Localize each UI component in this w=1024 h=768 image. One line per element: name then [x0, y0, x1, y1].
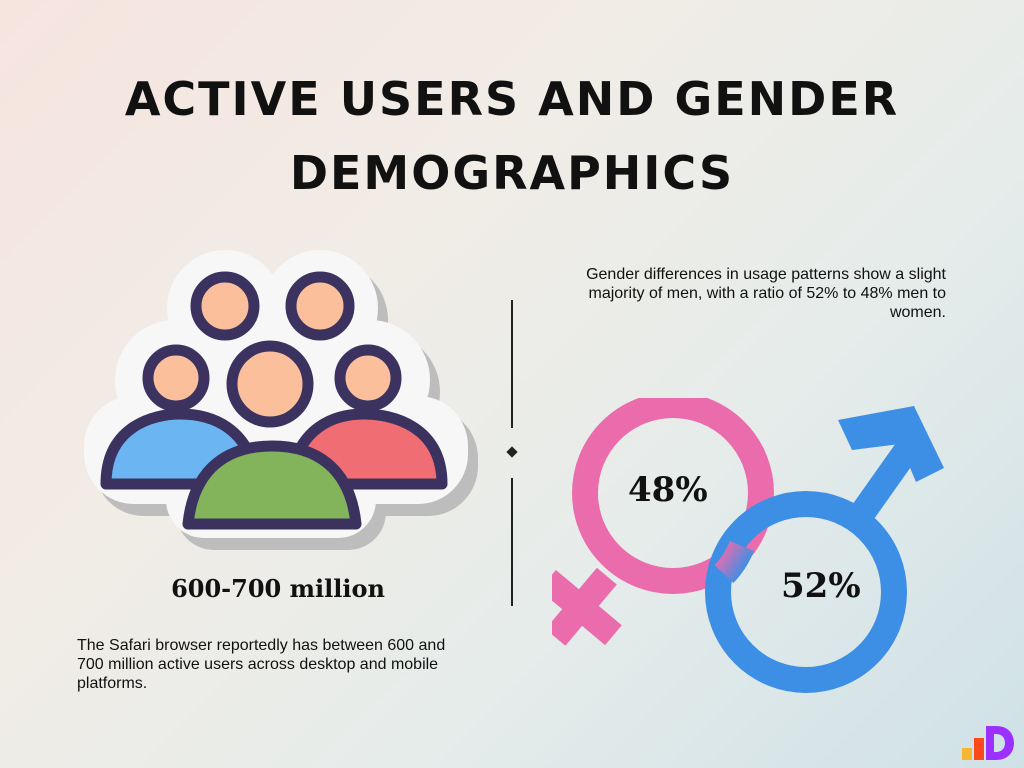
male-symbol-icon [705, 406, 944, 693]
female-symbol-icon [552, 398, 774, 646]
divider [506, 300, 518, 606]
active-users-stat: 600-700 million [171, 574, 385, 603]
gender-symbols [552, 398, 944, 693]
brand-logo-icon [962, 726, 1014, 760]
active-users-description: The Safari browser reportedly has betwee… [77, 637, 446, 692]
female-percent: 48% [628, 470, 708, 510]
male-percent: 52% [781, 566, 861, 606]
page-title: ACTIVE USERS AND GENDER DEMOGRAPHICS [124, 72, 900, 200]
gender-description: Gender differences in usage patterns sho… [586, 266, 946, 321]
users-group-icon [84, 250, 478, 550]
